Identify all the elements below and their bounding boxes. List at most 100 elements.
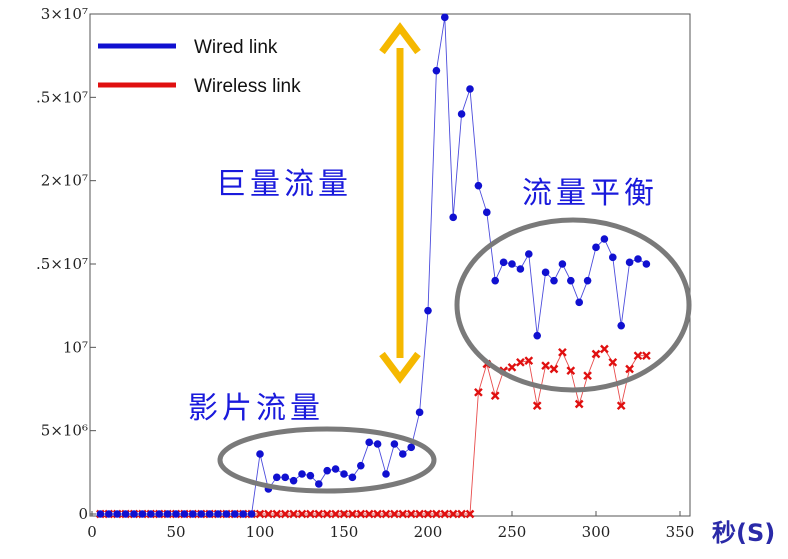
axis-ticks: 0 50 100 150 200 250 300 350 0 5×10⁶ 10⁷ .5×10⁷ 2×10…: [36, 5, 694, 541]
data-point: [558, 260, 567, 268]
data-point: [155, 510, 163, 518]
data-point: [466, 85, 474, 93]
data-point: [163, 510, 172, 518]
data-point: [381, 509, 391, 519]
data-point: [113, 510, 121, 518]
data-point: [440, 509, 450, 519]
data-point: [348, 509, 357, 519]
data-point: [432, 66, 441, 75]
data-point: [608, 357, 618, 367]
data-point: [105, 510, 113, 518]
data-point: [516, 265, 525, 273]
data-point: [331, 465, 340, 473]
annotation-huge-traffic: 巨量流量: [216, 167, 352, 202]
data-point: [197, 510, 205, 518]
highlight-ellipse-balance: [454, 217, 692, 393]
data-point: [390, 440, 399, 448]
highlight-ellipse-video: [217, 426, 437, 494]
data-point: [432, 509, 441, 519]
data-point: [407, 443, 416, 452]
data-point: [399, 450, 407, 458]
data-point: [616, 401, 626, 411]
x-tick-label: 300: [582, 523, 611, 541]
x-axis-label: 秒(S): [712, 519, 775, 547]
data-point: [239, 510, 247, 518]
data-point: [373, 440, 382, 448]
data-point: [323, 466, 332, 475]
data-point: [524, 356, 534, 366]
x-tick-label: 250: [498, 523, 527, 541]
data-point: [617, 321, 625, 330]
data-point: [322, 509, 332, 519]
data-point: [406, 509, 416, 519]
data-point: [348, 473, 357, 482]
data-point: [280, 509, 290, 519]
data-point: [532, 401, 542, 411]
data-point: [457, 110, 466, 118]
data-point: [247, 510, 256, 518]
x-tick-label: 200: [414, 523, 443, 541]
plot-frame: [89, 13, 691, 517]
x-tick-label: 50: [166, 523, 185, 541]
data-point: [314, 509, 324, 519]
data-point: [525, 250, 533, 258]
data-point: [398, 509, 408, 519]
x-tick-label: 350: [666, 523, 695, 541]
data-point: [306, 509, 315, 519]
data-point: [315, 480, 323, 488]
data-point: [272, 509, 282, 519]
x-tick-label: 0: [87, 523, 97, 541]
data-point: [147, 510, 155, 518]
y-tick-label: 3×10⁷: [41, 5, 88, 23]
y-tick-label: 2×10⁷: [41, 172, 88, 190]
data-point: [390, 509, 399, 519]
data-point: [541, 361, 550, 371]
data-point: [222, 510, 231, 518]
y-tick-label: 5×10⁶: [41, 422, 88, 440]
annotation-balanced-traffic: 流量平衡: [522, 176, 658, 211]
data-point: [499, 258, 508, 267]
data-point: [625, 258, 634, 267]
data-point: [457, 509, 466, 519]
data-point: [264, 509, 273, 519]
data-point: [281, 473, 290, 482]
data-point: [365, 438, 374, 447]
x-tick-label: 100: [246, 523, 275, 541]
data-point: [423, 509, 433, 519]
data-point: [533, 331, 541, 340]
data-point: [331, 509, 340, 519]
data-point: [340, 470, 348, 478]
data-point: [600, 235, 609, 243]
data-point: [339, 509, 349, 519]
data-point: [592, 243, 600, 252]
data-point: [609, 253, 617, 262]
data-point: [231, 510, 239, 518]
data-point: [382, 470, 390, 478]
series-layer: [96, 13, 651, 519]
y-tick-label: .5×10⁷: [36, 255, 88, 273]
data-point: [575, 298, 583, 307]
data-point: [306, 471, 315, 480]
data-point: [189, 510, 197, 518]
data-point: [256, 450, 264, 458]
data-point: [583, 276, 592, 285]
data-point: [356, 509, 366, 519]
data-point: [465, 509, 475, 519]
data-point: [642, 260, 651, 268]
data-point: [172, 510, 180, 518]
data-point: [474, 387, 483, 397]
data-point: [121, 510, 130, 518]
y-tick-label: .5×10⁷: [36, 88, 88, 106]
data-point: [448, 509, 458, 519]
data-point: [255, 509, 265, 519]
data-point: [138, 510, 147, 518]
x-tick-label: 150: [330, 523, 359, 541]
annotation-layer: Wired link Wireless link 巨量流量 流量平衡 影片流量 …: [98, 22, 775, 547]
data-point: [415, 408, 424, 417]
data-point: [205, 510, 214, 518]
data-point: [449, 213, 458, 222]
data-point: [357, 461, 365, 470]
double-arrow-bottom-head: [379, 351, 421, 384]
data-point: [180, 510, 189, 518]
